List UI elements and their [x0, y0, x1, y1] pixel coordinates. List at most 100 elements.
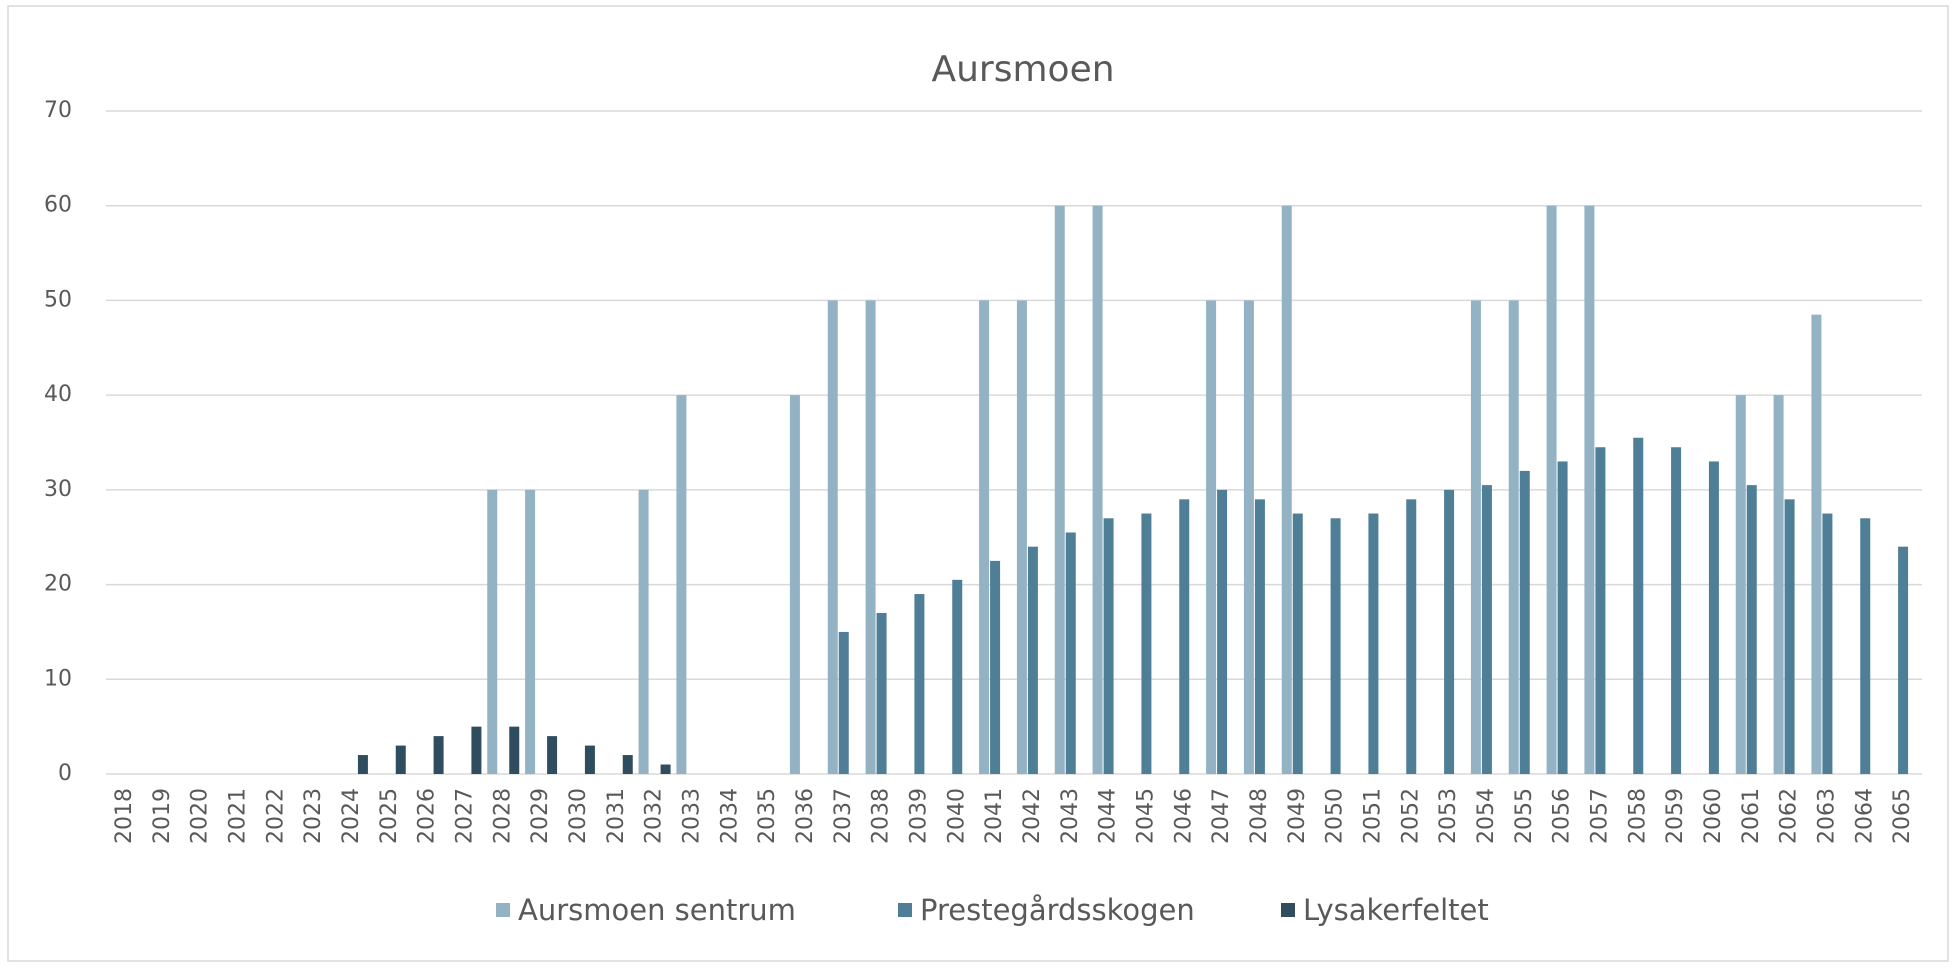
- legend-swatch: [496, 903, 510, 917]
- bar: [952, 579, 963, 774]
- bar: [1016, 300, 1027, 774]
- bar: [1546, 205, 1557, 774]
- bar: [990, 560, 1001, 774]
- x-tick-label: 2060: [1701, 788, 1726, 844]
- x-tick-label: 2058: [1625, 788, 1650, 844]
- x-tick-label: 2065: [1890, 788, 1915, 844]
- bar: [1103, 518, 1114, 774]
- bar: [1481, 485, 1492, 774]
- x-tick-label: 2031: [604, 788, 629, 844]
- bar: [1508, 300, 1519, 774]
- x-tick-label: 2054: [1474, 788, 1499, 844]
- bar: [1368, 513, 1379, 774]
- bar: [638, 489, 649, 774]
- bar: [1281, 205, 1292, 774]
- legend-label: Prestegårdsskogen: [920, 893, 1195, 927]
- bar: [914, 594, 925, 774]
- x-tick-label: 2039: [906, 788, 931, 844]
- bar: [1470, 300, 1481, 774]
- bar: [622, 755, 633, 774]
- bar: [471, 726, 482, 774]
- x-tick-label: 2064: [1852, 788, 1877, 844]
- x-tick-label: 2037: [831, 788, 856, 844]
- x-tick-label: 2030: [566, 788, 591, 844]
- y-tick-label: 70: [44, 98, 72, 123]
- bar: [1206, 300, 1217, 774]
- x-tick-label: 2035: [755, 788, 780, 844]
- bar: [1065, 532, 1076, 774]
- bar: [1054, 205, 1065, 774]
- x-tick-label: 2028: [490, 788, 515, 844]
- bar: [838, 631, 849, 774]
- x-tick-label: 2053: [1436, 788, 1461, 844]
- bar: [1519, 470, 1530, 774]
- bar: [1784, 499, 1795, 774]
- bar: [1584, 205, 1595, 774]
- bar: [357, 755, 368, 774]
- bar: [487, 489, 498, 774]
- bar: [1633, 437, 1644, 774]
- bar: [1557, 461, 1568, 774]
- x-tick-label: 2055: [1512, 788, 1537, 844]
- legend-label: Aursmoen sentrum: [518, 893, 796, 927]
- bar: [979, 300, 990, 774]
- x-tick-label: 2052: [1398, 788, 1423, 844]
- x-tick-label: 2042: [1020, 788, 1045, 844]
- x-tick-label: 2062: [1777, 788, 1802, 844]
- bar: [1898, 546, 1909, 774]
- x-tick-label: 2025: [377, 788, 402, 844]
- bar: [827, 300, 838, 774]
- y-tick-label: 20: [44, 572, 72, 597]
- bar: [876, 612, 887, 774]
- y-tick-label: 10: [44, 666, 72, 691]
- bar: [1330, 518, 1341, 774]
- chart-border: [7, 5, 1949, 962]
- x-tick-label: 2057: [1587, 788, 1612, 844]
- x-tick-label: 2029: [528, 788, 553, 844]
- legend-label: Lysakerfeltet: [1303, 893, 1489, 927]
- bar: [789, 395, 800, 774]
- bar: [1735, 395, 1746, 774]
- y-tick-label: 60: [44, 193, 72, 218]
- x-tick-label: 2021: [225, 788, 250, 844]
- x-tick-label: 2018: [112, 788, 137, 844]
- x-tick-label: 2051: [1360, 788, 1385, 844]
- bar: [1811, 314, 1822, 774]
- x-tick-label: 2045: [1133, 788, 1158, 844]
- legend-swatch: [898, 903, 912, 917]
- bar: [1254, 499, 1265, 774]
- y-tick-label: 30: [44, 477, 72, 502]
- x-tick-label: 2022: [263, 788, 288, 844]
- bar: [509, 726, 520, 774]
- x-tick-label: 2036: [793, 788, 818, 844]
- bar: [676, 395, 687, 774]
- bar: [1092, 205, 1103, 774]
- bar: [547, 736, 558, 774]
- x-tick-label: 2032: [642, 788, 667, 844]
- chart-title: Aursmoen: [931, 49, 1114, 90]
- x-tick-label: 2038: [869, 788, 894, 844]
- x-tick-label: 2056: [1550, 788, 1575, 844]
- y-tick-label: 0: [58, 761, 72, 786]
- x-tick-label: 2050: [1323, 788, 1348, 844]
- x-tick-label: 2059: [1663, 788, 1688, 844]
- x-tick-label: 2024: [339, 788, 364, 844]
- bar: [1406, 499, 1417, 774]
- bar: [1595, 447, 1606, 774]
- x-tick-label: 2034: [717, 788, 742, 844]
- x-tick-label: 2049: [1285, 788, 1310, 844]
- bar: [525, 489, 536, 774]
- bar: [1027, 546, 1038, 774]
- bar: [433, 736, 444, 774]
- x-tick-label: 2019: [150, 788, 175, 844]
- bar: [1860, 518, 1871, 774]
- x-tick-label: 2026: [415, 788, 440, 844]
- x-tick-label: 2047: [1209, 788, 1234, 844]
- x-tick-label: 2043: [1058, 788, 1083, 844]
- x-tick-label: 2023: [301, 788, 326, 844]
- bar: [1822, 513, 1833, 774]
- y-tick-label: 50: [44, 287, 72, 312]
- bar: [1243, 300, 1254, 774]
- bar: [1773, 395, 1784, 774]
